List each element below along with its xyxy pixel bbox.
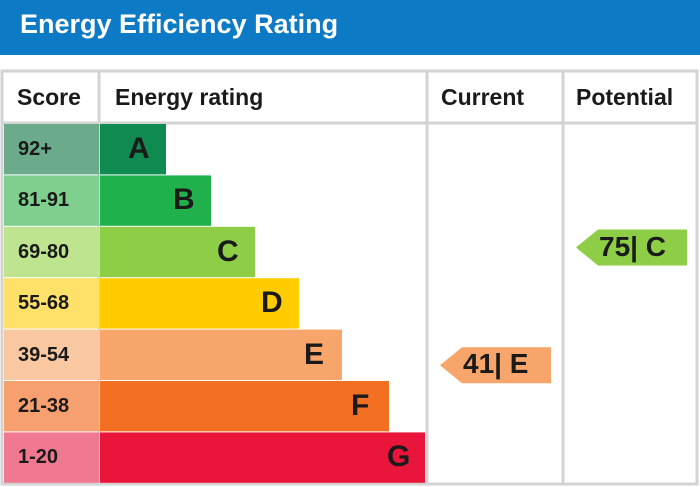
band-letter-e: E [304, 337, 325, 371]
column-header-current: Current [441, 84, 525, 110]
score-cell-b [4, 175, 99, 226]
score-label-d: 55-68 [18, 292, 70, 315]
score-cell-f [4, 381, 99, 432]
title-bar: Energy Efficiency Rating [0, 0, 700, 55]
score-label-c: 69-80 [18, 240, 70, 263]
score-cell-c [4, 226, 99, 278]
column-header-potential: Potential [576, 84, 674, 110]
rating-bar-b [100, 175, 211, 226]
score-cell-g [4, 432, 99, 483]
band-letter-c: C [217, 234, 239, 268]
score-label-g: 1-20 [18, 446, 59, 469]
rating-bar-f [100, 381, 389, 432]
current-rating-arrow [440, 347, 551, 384]
potential-rating-arrow [576, 229, 687, 266]
rating-bar-c [100, 226, 255, 278]
rating-bar-e [100, 329, 342, 380]
rating-bar-a [100, 124, 166, 175]
score-label-f: 21-38 [18, 395, 70, 417]
score-cell-e [4, 329, 99, 380]
table-frame [0, 69, 699, 486]
score-label-a: 92+ [18, 138, 52, 160]
band-letter-f: F [351, 389, 370, 422]
potential-rating-label: 75| C [599, 230, 666, 262]
band-letter-g: G [387, 440, 411, 474]
column-header-energy-rating: Energy rating [115, 84, 264, 110]
band-letter-b: B [173, 183, 195, 217]
band-letter-a: A [128, 132, 150, 165]
current-rating-label: 41| E [463, 348, 529, 380]
score-cell-a [4, 124, 99, 175]
rating-bar-g [100, 432, 425, 483]
page-title: Energy Efficiency Rating [20, 9, 339, 39]
rating-bar-d [100, 278, 299, 329]
column-header-score: Score [17, 84, 81, 110]
score-label-e: 39-54 [18, 343, 70, 366]
band-letter-d: D [261, 286, 283, 320]
score-label-b: 81-91 [18, 189, 70, 212]
score-cell-d [4, 278, 99, 329]
